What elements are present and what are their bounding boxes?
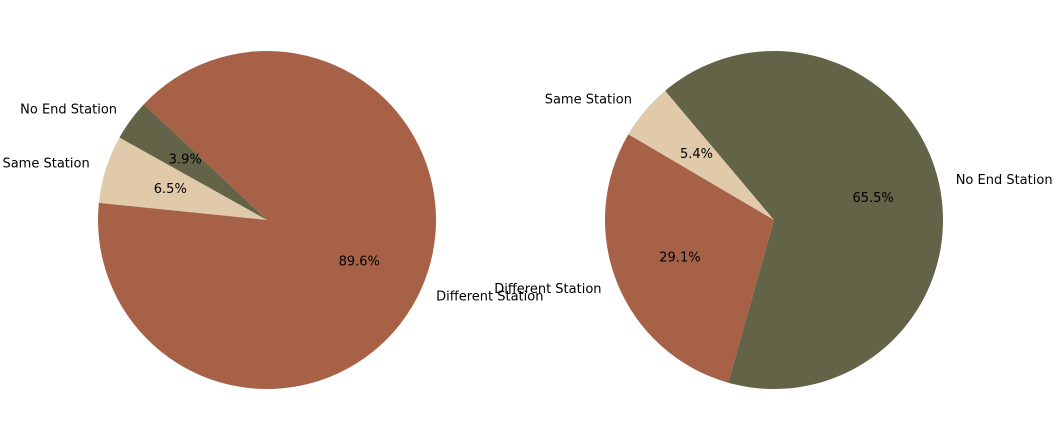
pie-chart-end-station-1: Same Station 6.5% Different Station 89.6% No… xyxy=(2,51,543,390)
pie-0-percent-same-station: 6.5% xyxy=(154,182,187,197)
pie-1-percent-same-station: 5.4% xyxy=(680,147,713,162)
pie-1-percent-no-end-station: 65.5% xyxy=(852,191,893,206)
pie-0-slice-different-station xyxy=(98,51,436,390)
pie-1-slice-different-station xyxy=(605,134,774,383)
pie-1-percent-different-station: 29.1% xyxy=(659,250,700,265)
pie-1-label-different-station: Different Station xyxy=(494,282,601,297)
pie-0-label-same-station: Same Station xyxy=(2,157,89,172)
pie-0-label-no-end-station: No End Station xyxy=(20,103,117,118)
pie-0-slice-no-end-station xyxy=(119,104,267,220)
pie-chart-end-station-2: Same Station 5.4% Different Station 29.1% No… xyxy=(494,51,1053,390)
pie-1-label-same-station: Same Station xyxy=(545,93,632,108)
pie-1-slice-same-station xyxy=(628,90,774,220)
pie-1-label-no-end-station: No End Station xyxy=(956,173,1053,188)
pie-1-slice-no-end-station xyxy=(665,51,943,390)
pie-0-slice-same-station xyxy=(98,137,267,220)
pie-0-percent-different-station: 89.6% xyxy=(339,255,380,270)
pie-0-percent-no-end-station: 3.9% xyxy=(169,153,202,168)
pie-0-label-different-station: Different Station xyxy=(436,290,543,305)
